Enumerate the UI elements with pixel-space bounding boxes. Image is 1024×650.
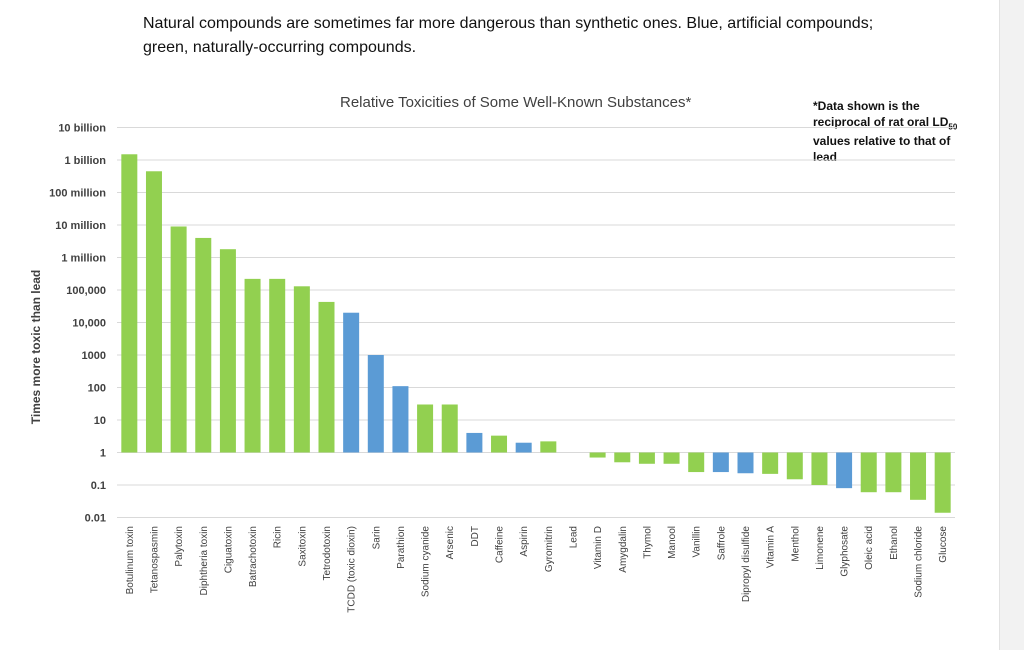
bars: [121, 154, 951, 513]
y-tick-label: 10: [94, 415, 106, 427]
x-category-label: Ricin: [273, 526, 284, 548]
y-tick-label: 0.1: [91, 480, 106, 492]
x-category-label: Thymol: [642, 526, 653, 559]
x-category-label: Palytoxin: [174, 526, 185, 567]
x-category-label: Gyromitrin: [544, 526, 555, 572]
bar-menthol: [786, 452, 803, 480]
x-category-label: Amygdalin: [618, 526, 629, 573]
chart-footnote-subscript: 50: [948, 121, 958, 131]
x-category-label: Diphtheria toxin: [199, 526, 210, 595]
x-category-label: DDT: [470, 526, 481, 547]
bar-dipropyl-disulfide: [737, 452, 754, 474]
bar-manool: [663, 452, 680, 464]
x-category-label: Parathion: [396, 526, 407, 569]
bar-arsenic: [441, 404, 458, 453]
toxicity-bar-chart: 0.01 0.1 1 10 100 1000 10,000 100,000 1 million 1…: [29, 123, 955, 613]
y-tick-label: 1: [100, 448, 106, 460]
bar-aspirin: [515, 442, 532, 453]
x-category-label: Tetanospasmin: [149, 526, 160, 593]
y-tick-label: 100 million: [49, 188, 106, 200]
x-category-label: Sarin: [371, 526, 382, 549]
x-category-label: Dipropyl disulfide: [741, 526, 752, 603]
bar-caffeine: [491, 435, 508, 453]
chart-title: Relative Toxicities of Some Well-Known S…: [340, 94, 692, 111]
bar-gyromitrin: [540, 441, 557, 453]
bar-glyphosate: [836, 452, 853, 489]
x-category-label: Arsenic: [445, 526, 456, 559]
x-category-label: Menthol: [790, 526, 801, 562]
bar-parathion: [392, 386, 409, 453]
x-category-label: Manool: [667, 526, 678, 559]
y-tick-label: 10 billion: [58, 123, 106, 135]
x-category-label: Ethanol: [889, 526, 900, 560]
bar-vitamin-d: [589, 452, 606, 458]
bar-limonene: [811, 452, 828, 485]
y-tick-label: 1 billion: [64, 155, 106, 167]
x-axis-category-labels: Botulinum toxin Tetanospasmin Palytoxin Dip…: [125, 526, 949, 613]
bar-tetanospasmin: [145, 171, 162, 453]
bar-ddt: [466, 432, 483, 453]
bar-oleic-acid: [860, 452, 877, 493]
x-category-label: Caffeine: [495, 526, 506, 564]
y-tick-label: 100: [88, 383, 106, 395]
x-category-label: Lead: [568, 526, 579, 548]
bar-vanillin: [688, 452, 705, 473]
y-tick-label: 10,000: [72, 318, 106, 330]
bar-ciguatoxin: [219, 249, 236, 453]
bar-thymol: [638, 452, 655, 464]
y-tick-label: 1000: [82, 350, 106, 362]
bar-palytoxin: [170, 226, 187, 453]
x-category-label: Glyphosate: [840, 526, 851, 577]
y-tick-label: 1 million: [61, 253, 106, 265]
x-category-label: Sodium cyanide: [421, 526, 432, 598]
y-tick-label: 10 million: [55, 220, 106, 232]
x-category-label: Oleic acid: [864, 526, 875, 570]
x-category-label: Batrachotoxin: [248, 526, 259, 587]
x-category-label: Ciguatoxin: [223, 526, 234, 573]
bar-amygdalin: [614, 452, 631, 463]
gridlines: [117, 127, 955, 518]
y-axis-tick-labels: 0.01 0.1 1 10 100 1000 10,000 100,000 1 million 1…: [49, 123, 106, 525]
x-category-label: Limonene: [815, 526, 826, 570]
y-tick-label: 0.01: [85, 513, 106, 525]
bar-sarin: [367, 355, 384, 453]
x-category-label: Glucose: [938, 526, 949, 563]
bar-diphtheria-toxin: [195, 237, 212, 453]
bar-saxitoxin: [293, 286, 310, 453]
bar-glucose: [934, 452, 951, 513]
x-category-label: Sodium chloride: [914, 526, 925, 598]
bar-ethanol: [885, 452, 902, 493]
bar-ricin: [269, 278, 286, 453]
x-category-label: Vitamin D: [593, 526, 604, 569]
bar-batrachotoxin: [244, 278, 261, 453]
bar-saffrole: [712, 452, 729, 473]
x-category-label: Saffrole: [716, 526, 727, 561]
x-category-label: Saxitoxin: [297, 526, 308, 567]
bar-botulinum-toxin: [121, 154, 138, 453]
bar-vitamin-a: [762, 452, 779, 474]
x-category-label: TCDD (toxic dioxin): [347, 526, 358, 613]
chart-footnote: *Data shown is the reciprocal of rat ora…: [813, 99, 963, 165]
x-category-label: Vitamin A: [766, 526, 777, 568]
bar-tcdd-toxic-dioxin: [343, 312, 360, 453]
bar-tetrodotoxin: [318, 301, 335, 453]
x-category-label: Botulinum toxin: [125, 526, 136, 594]
x-category-label: Tetrodotoxin: [322, 526, 333, 580]
x-category-label: Aspirin: [519, 526, 530, 557]
bar-sodium-cyanide: [417, 404, 434, 453]
y-axis-title: Times more toxic than lead: [29, 270, 43, 425]
bar-sodium-chloride: [910, 452, 927, 500]
chart-footnote-text: *Data shown is the reciprocal of rat ora…: [813, 99, 949, 129]
figure-caption: Natural compounds are sometimes far more…: [143, 15, 874, 56]
x-category-label: Vanillin: [692, 526, 703, 558]
window-right-gutter: [999, 0, 1024, 650]
y-tick-label: 100,000: [66, 285, 106, 297]
